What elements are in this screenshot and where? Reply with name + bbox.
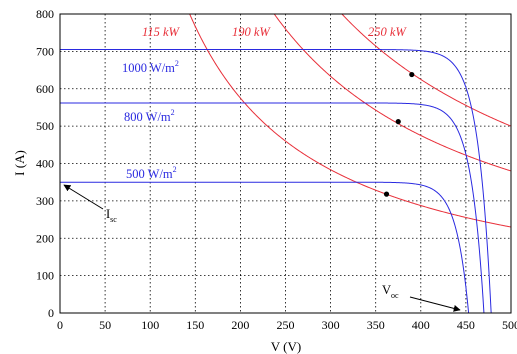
irradiance-label-500: 500 W/m2 xyxy=(126,165,177,181)
mpp-point-0 xyxy=(409,71,415,78)
y-tick-label: 600 xyxy=(36,82,54,96)
iv-curve-0 xyxy=(60,49,492,313)
iv-curve-2 xyxy=(60,181,470,313)
x-tick-label: 50 xyxy=(99,318,111,332)
irradiance-label-1000-sup: 2 xyxy=(175,59,179,68)
y-tick-label: 200 xyxy=(36,231,54,245)
y-tick-label: 100 xyxy=(36,269,54,283)
power-curves xyxy=(189,14,511,228)
irradiance-label-1000-text: 1000 W/m xyxy=(122,61,175,75)
power-curve-250kw xyxy=(341,14,511,127)
x-tick-label: 450 xyxy=(457,318,475,332)
x-tick-label: 400 xyxy=(412,318,430,332)
y-axis-label: I (A) xyxy=(12,150,27,176)
isc-label-main: I xyxy=(106,207,110,221)
y-tick-label: 400 xyxy=(36,157,54,171)
grid-lines xyxy=(60,14,511,313)
irradiance-label-800-text: 800 W/m xyxy=(124,110,171,124)
iv-curves xyxy=(60,49,492,313)
iv-curve-1 xyxy=(60,102,485,313)
y-tick-label: 500 xyxy=(36,119,54,133)
power-label-250: 250 kW xyxy=(368,25,407,39)
voc-label-main: V xyxy=(382,283,391,297)
plot-frame xyxy=(59,13,512,314)
x-tick-label: 500 xyxy=(502,318,517,332)
irradiance-label-800: 800 W/m2 xyxy=(124,108,175,124)
irradiance-label-800-sup: 2 xyxy=(171,108,175,117)
x-tick-label: 350 xyxy=(367,318,385,332)
x-tick-label: 0 xyxy=(57,318,63,332)
x-tick-label: 300 xyxy=(322,318,340,332)
mpp-points xyxy=(383,71,415,197)
power-label-190: 190 kW xyxy=(232,25,271,39)
isc-label-sub: sc xyxy=(110,215,117,224)
x-tick-label: 100 xyxy=(141,318,159,332)
mpp-point-2 xyxy=(383,191,390,197)
power-curve-115kw xyxy=(189,14,511,228)
voc-label-sub: oc xyxy=(391,291,399,300)
x-tick-label: 250 xyxy=(277,318,295,332)
y-axis-ticks: 0 100 200 300 400 500 600 700 800 xyxy=(36,7,54,320)
x-tick-label: 150 xyxy=(186,318,204,332)
irradiance-label-1000: 1000 W/m2 xyxy=(122,59,179,75)
x-tick-label: 200 xyxy=(231,318,249,332)
y-tick-label: 800 xyxy=(36,7,54,21)
voc-arrow xyxy=(409,296,461,312)
isc-label: Isc xyxy=(106,207,117,224)
voc-label: Voc xyxy=(382,283,399,300)
mpp-point-1 xyxy=(395,119,401,125)
power-label-115: 115 kW xyxy=(142,25,180,39)
isc-arrow xyxy=(63,184,104,210)
y-tick-label: 300 xyxy=(36,194,54,208)
power-curve-190kw xyxy=(273,14,511,172)
y-tick-label: 0 xyxy=(48,306,54,320)
irradiance-label-500-text: 500 W/m xyxy=(126,167,173,181)
y-tick-label: 700 xyxy=(36,44,54,58)
irradiance-label-500-sup: 2 xyxy=(173,165,177,174)
x-axis-ticks: 0 50 100 150 200 250 300 350 400 450 500 xyxy=(57,318,517,332)
x-axis-label: V (V) xyxy=(271,339,301,354)
